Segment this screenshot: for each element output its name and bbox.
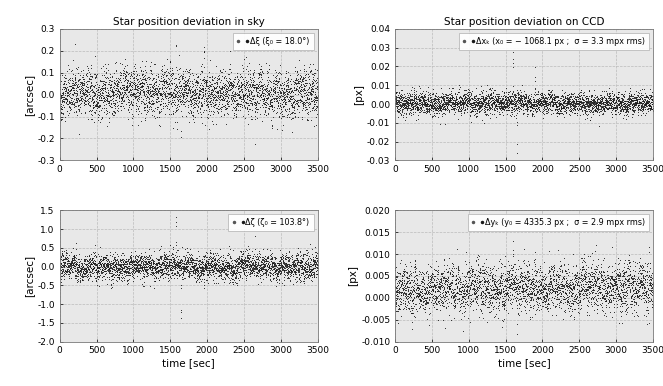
Legend:  , Δxₖ (x₀ = − 1068.1 px ;  σ = 3.3 mpx rms): , Δxₖ (x₀ = − 1068.1 px ; σ = 3.3 mpx rm…	[459, 33, 649, 50]
Y-axis label: [arcsec]: [arcsec]	[25, 74, 34, 116]
X-axis label: time [sec]: time [sec]	[498, 358, 550, 368]
X-axis label: time [sec]: time [sec]	[162, 358, 215, 368]
Title: Star position deviation in sky: Star position deviation in sky	[113, 17, 265, 27]
Y-axis label: [px]: [px]	[354, 84, 364, 105]
Legend:  , Δζ (ζ₀ = 103.8°): , Δζ (ζ₀ = 103.8°)	[229, 214, 314, 231]
Y-axis label: [arcsec]: [arcsec]	[25, 255, 34, 297]
Legend:  , Δξ (ξ₀ = 18.0°): , Δξ (ξ₀ = 18.0°)	[233, 33, 314, 50]
Legend:  , Δyₖ (y₀ = 4335.3 px ;  σ = 2.9 mpx rms): , Δyₖ (y₀ = 4335.3 px ; σ = 2.9 mpx rms)	[468, 214, 649, 231]
Y-axis label: [px]: [px]	[348, 266, 358, 286]
Title: Star position deviation on CCD: Star position deviation on CCD	[444, 17, 604, 27]
